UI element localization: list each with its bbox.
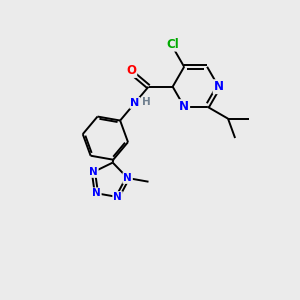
Text: Cl: Cl — [167, 38, 179, 51]
Text: N: N — [130, 98, 140, 108]
Text: N: N — [89, 167, 98, 177]
Text: H: H — [142, 97, 151, 107]
Text: N: N — [214, 80, 224, 93]
Text: O: O — [126, 64, 136, 77]
Text: N: N — [123, 173, 132, 183]
Text: N: N — [92, 188, 101, 198]
Text: N: N — [113, 192, 122, 202]
Text: N: N — [179, 100, 189, 113]
